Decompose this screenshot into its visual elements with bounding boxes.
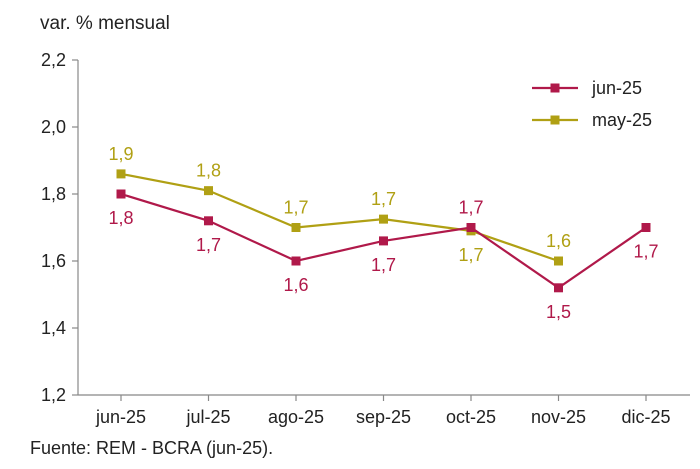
data-point-may-25 (379, 214, 388, 224)
data-point-jun-25 (641, 223, 651, 232)
legend-label: jun-25 (591, 78, 642, 98)
y-tick-label: 2,0 (41, 117, 66, 137)
legend-swatch-marker (550, 115, 560, 125)
legend-label: may-25 (592, 110, 652, 130)
data-point-jun-25 (204, 216, 213, 226)
x-tick-label: sep-25 (356, 407, 411, 427)
source-note: Fuente: REM - BCRA (jun-25). (30, 438, 274, 458)
data-point-may-25 (291, 223, 301, 232)
data-point-may-25 (554, 256, 563, 266)
y-tick-label: 1,6 (41, 251, 66, 271)
series-line-may-25 (120, 172, 559, 263)
data-point-may-25 (204, 186, 213, 196)
x-tick-label: ago-25 (268, 407, 324, 427)
x-tick-label: jun-25 (95, 407, 146, 427)
data-label-jun-25: 1,7 (371, 255, 396, 275)
data-label-jun-25: 1,7 (196, 235, 221, 255)
x-tick-label: oct-25 (446, 407, 496, 427)
y-axis-unit-label: var. % mensual (40, 13, 170, 34)
y-tick-label: 1,2 (41, 385, 66, 405)
data-label-jun-25: 1,8 (108, 208, 133, 228)
data-label-jun-25: 1,5 (546, 302, 571, 322)
data-label-may-25: 1,7 (371, 189, 396, 209)
y-tick-label: 1,4 (41, 318, 66, 338)
data-point-jun-25 (466, 223, 476, 232)
data-point-jun-25 (291, 256, 301, 266)
y-tick-label: 1,8 (41, 184, 66, 204)
data-label-may-25: 1,7 (283, 198, 308, 218)
data-label-may-25: 1,6 (546, 231, 571, 251)
data-point-jun-25 (554, 283, 563, 293)
data-label-may-25: 1,9 (108, 144, 133, 164)
data-label-jun-25: 1,7 (633, 242, 658, 262)
data-point-may-25 (116, 169, 126, 179)
y-tick-label: 2,2 (41, 50, 66, 70)
x-tick-label: nov-25 (531, 407, 586, 427)
data-point-jun-25 (379, 236, 388, 246)
x-tick-label: dic-25 (621, 407, 670, 427)
x-tick-label: jul-25 (185, 407, 230, 427)
data-point-jun-25 (116, 189, 126, 199)
data-label-may-25: 1,8 (196, 161, 221, 181)
data-label-may-25: 1,7 (458, 245, 483, 265)
data-label-jun-25: 1,7 (458, 198, 483, 218)
data-label-jun-25: 1,6 (283, 275, 308, 295)
legend-swatch-marker (550, 83, 560, 93)
